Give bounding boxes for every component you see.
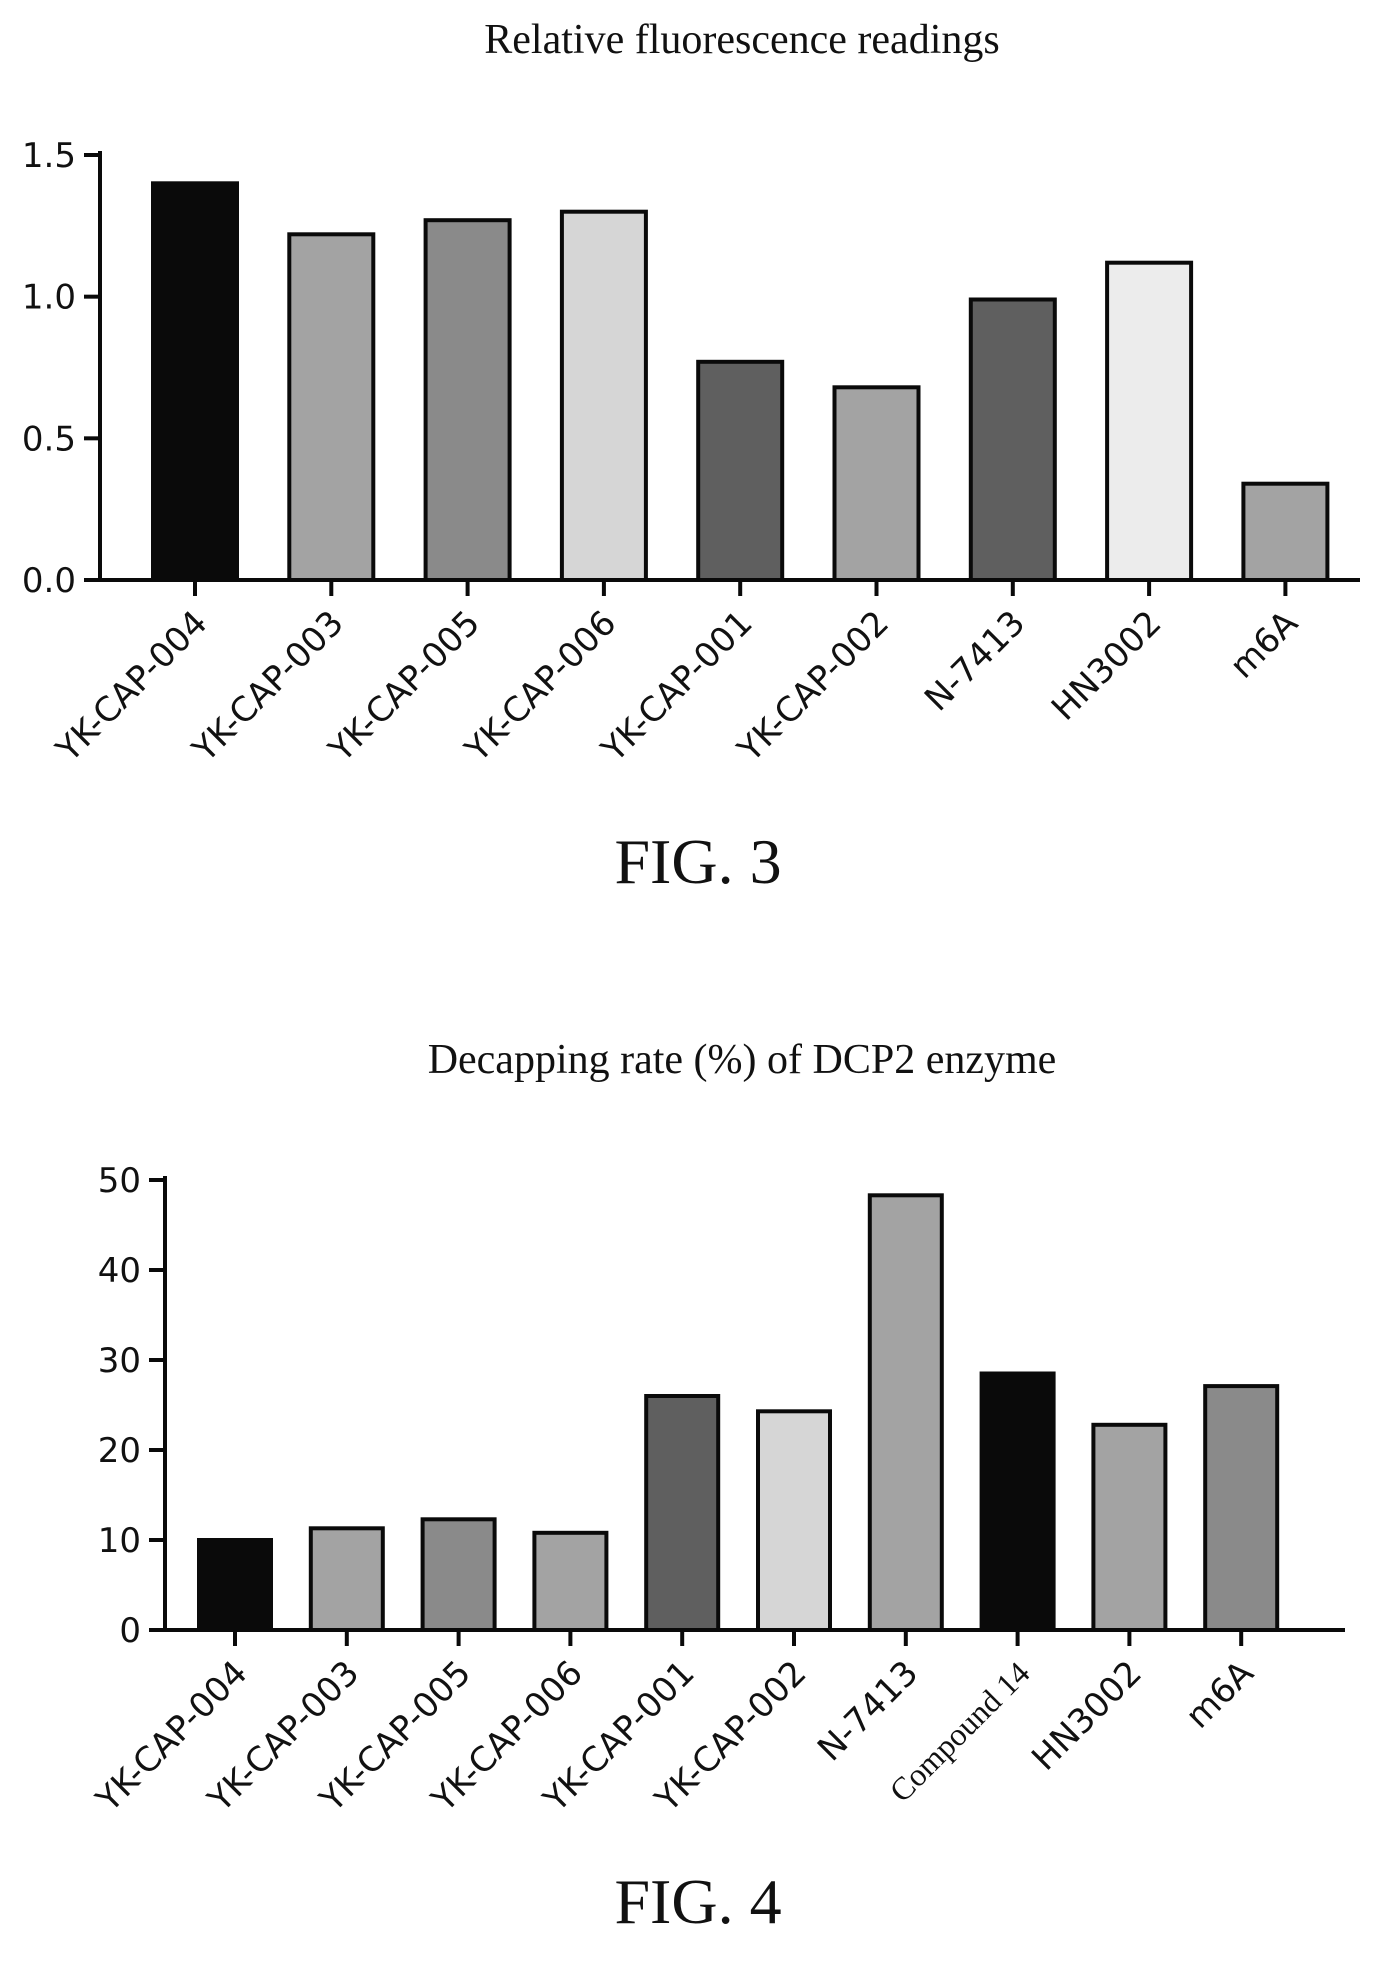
x-tick-label: m6A [1222, 603, 1305, 686]
bar-hn3002 [1105, 260, 1194, 582]
x-tick-label: HN3002 [1044, 603, 1170, 729]
figure-3: Relative fluorescence readings 0.0 0.5 1.0… [0, 0, 1396, 825]
bar-yk-cap-004 [197, 1538, 273, 1632]
figure-4: Decapping rate (%) of DCP2 enzyme 0 10 20 3… [0, 1010, 1396, 1855]
bar-yk-cap-003 [287, 232, 376, 583]
y-tick-label: 1.0 [22, 278, 76, 318]
bar-yk-cap-006 [559, 209, 648, 582]
bar-yk-cap-002 [832, 385, 921, 582]
figure-caption: FIG. 4 [614, 1866, 782, 1937]
y-tick-label: 40 [98, 1251, 141, 1291]
x-tick-label: N-7413 [917, 603, 1033, 719]
y-tick-label: 20 [98, 1431, 141, 1471]
x-tick-label: HN3002 [1024, 1653, 1150, 1779]
bar-compound-14 [979, 1371, 1056, 1632]
y-tick-label: 1.5 [22, 136, 76, 176]
x-tick-label: m6A [1178, 1653, 1261, 1736]
y-tick-label: 0 [119, 1611, 141, 1651]
bar-yk-cap-006 [532, 1530, 609, 1632]
x-tick-label: N-7413 [810, 1653, 926, 1769]
y-tick-label: 30 [98, 1341, 141, 1381]
y-tick-label: 0.0 [22, 561, 76, 601]
bar-yk-cap-003 [308, 1526, 385, 1632]
y-tick-label: 10 [98, 1521, 141, 1561]
fluorescence-bar-chart: Relative fluorescence readings 0.0 0.5 1.0… [22, 17, 1360, 770]
bar-yk-cap-002 [756, 1409, 832, 1632]
bar-m6a [1241, 481, 1330, 583]
y-tick-label: 0.5 [22, 419, 76, 459]
chart-title: Relative fluorescence readings [484, 17, 999, 63]
figure-caption: FIG. 3 [614, 826, 782, 897]
y-tick-label: 50 [98, 1161, 141, 1201]
bar-yk-cap-005 [420, 1517, 497, 1632]
bar-yk-cap-004 [151, 181, 239, 583]
decapping-rate-bar-chart: Decapping rate (%) of DCP2 enzyme 0 10 20 3… [88, 1037, 1345, 1820]
bar-n-7413 [867, 1193, 944, 1633]
chart-title: Decapping rate (%) of DCP2 enzyme [428, 1037, 1057, 1083]
bar-n-7413 [968, 297, 1057, 582]
bar-yk-cap-001 [644, 1394, 721, 1632]
bar-yk-cap-001 [696, 359, 785, 582]
bar-yk-cap-005 [423, 218, 512, 582]
bar-m6a [1203, 1384, 1280, 1632]
bar-hn3002 [1091, 1422, 1168, 1632]
